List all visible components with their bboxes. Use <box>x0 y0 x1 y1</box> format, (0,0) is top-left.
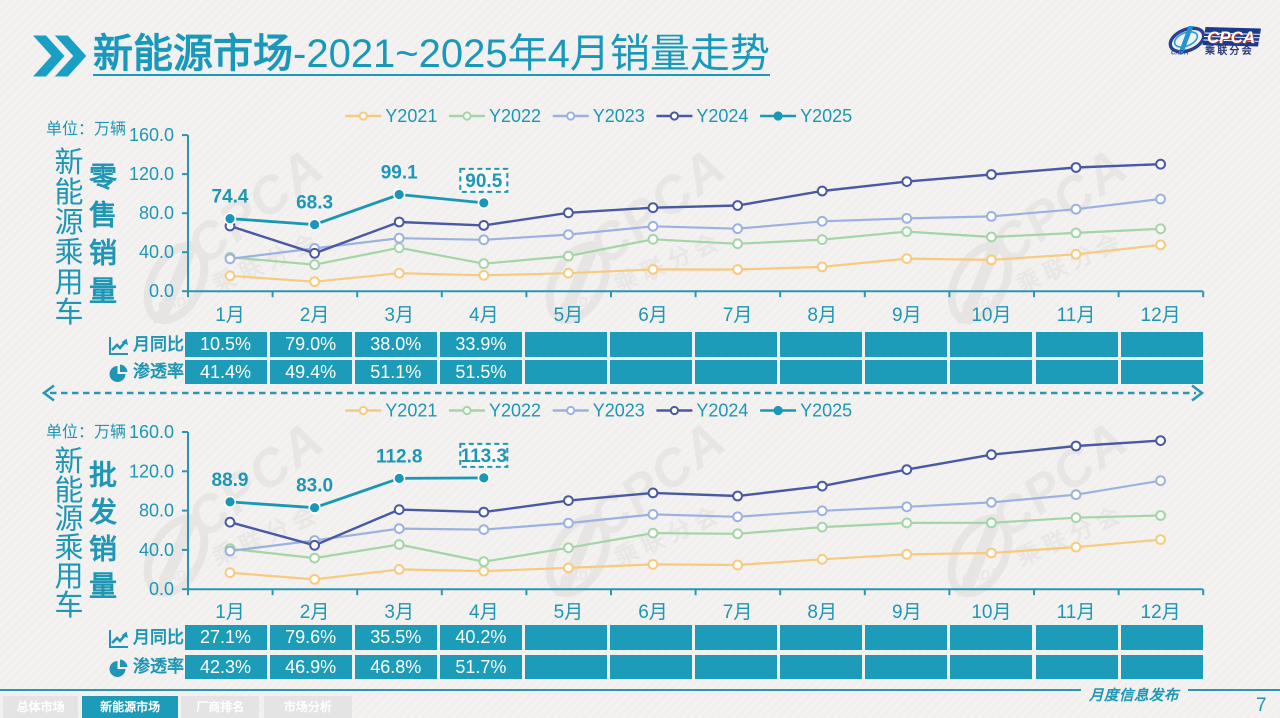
svg-text:批: 批 <box>89 460 117 491</box>
svg-text:车: 车 <box>54 296 83 329</box>
svg-text:10月: 10月 <box>971 305 1011 326</box>
svg-text:11月: 11月 <box>1057 305 1096 326</box>
svg-text:80.0: 80.0 <box>139 501 174 521</box>
svg-text:单位：万辆: 单位：万辆 <box>46 120 126 138</box>
svg-text:Y2023: Y2023 <box>593 401 645 421</box>
svg-text:单位：万辆: 单位：万辆 <box>46 423 126 441</box>
svg-text:8月: 8月 <box>807 305 837 326</box>
svg-text:5月: 5月 <box>554 602 584 623</box>
svg-text:Y2022: Y2022 <box>489 401 541 421</box>
svg-text:2月: 2月 <box>300 602 330 623</box>
svg-text:80.0: 80.0 <box>139 203 174 223</box>
svg-text:99.1: 99.1 <box>381 163 418 184</box>
svg-text:160.0: 160.0 <box>129 422 174 442</box>
svg-text:能: 能 <box>54 474 83 507</box>
svg-text:3月: 3月 <box>384 305 414 326</box>
svg-text:乘: 乘 <box>54 236 83 269</box>
svg-text:8月: 8月 <box>807 602 837 623</box>
svg-text:12月: 12月 <box>1141 305 1181 326</box>
svg-text:1月: 1月 <box>215 305 245 326</box>
svg-text:0.0: 0.0 <box>149 579 174 599</box>
svg-text:零: 零 <box>89 162 118 193</box>
svg-text:新: 新 <box>54 146 83 179</box>
svg-text:112.8: 112.8 <box>376 446 423 467</box>
svg-text:10月: 10月 <box>971 602 1011 623</box>
svg-text:量: 量 <box>89 570 117 601</box>
svg-text:88.9: 88.9 <box>212 470 249 491</box>
svg-text:Y2021: Y2021 <box>385 401 437 421</box>
svg-text:Y2025: Y2025 <box>800 106 852 126</box>
svg-text:9月: 9月 <box>892 305 922 326</box>
svg-text:用: 用 <box>54 561 83 593</box>
svg-text:5月: 5月 <box>554 305 584 326</box>
svg-text:6月: 6月 <box>638 305 668 326</box>
svg-text:4月: 4月 <box>469 602 499 623</box>
svg-text:销: 销 <box>89 533 117 564</box>
svg-text:乘: 乘 <box>54 531 83 564</box>
svg-text:发: 发 <box>88 496 117 528</box>
svg-text:120.0: 120.0 <box>129 461 174 481</box>
svg-text:源: 源 <box>54 206 83 239</box>
svg-text:68.3: 68.3 <box>296 193 333 214</box>
svg-text:4月: 4月 <box>469 305 499 326</box>
svg-text:CPCA: CPCA <box>1207 28 1255 47</box>
svg-text:Y2022: Y2022 <box>489 106 541 126</box>
svg-text:源: 源 <box>54 503 83 536</box>
svg-text:车: 车 <box>54 589 83 622</box>
svg-text:Y2023: Y2023 <box>593 106 645 126</box>
svg-text:Y2021: Y2021 <box>385 106 437 126</box>
svg-text:12月: 12月 <box>1141 602 1181 623</box>
svg-text:Y2024: Y2024 <box>696 401 748 421</box>
svg-text:Y2025: Y2025 <box>800 401 852 421</box>
svg-text:0.0: 0.0 <box>149 281 174 301</box>
svg-text:74.4: 74.4 <box>212 187 249 208</box>
svg-text:3月: 3月 <box>384 602 414 623</box>
svg-text:能: 能 <box>54 176 83 209</box>
svg-text:160.0: 160.0 <box>129 125 174 145</box>
svg-text:120.0: 120.0 <box>129 164 174 184</box>
svg-text:113.3: 113.3 <box>461 446 508 467</box>
svg-text:9月: 9月 <box>892 602 922 623</box>
svg-text:83.0: 83.0 <box>296 476 333 497</box>
svg-text:7月: 7月 <box>723 602 753 623</box>
svg-text:11月: 11月 <box>1057 602 1096 623</box>
svg-text:6月: 6月 <box>638 602 668 623</box>
svg-text:7月: 7月 <box>723 305 753 326</box>
svg-text:Y2024: Y2024 <box>696 106 748 126</box>
svg-text:售: 售 <box>89 200 117 231</box>
svg-text:1月: 1月 <box>215 602 245 623</box>
svg-text:2月: 2月 <box>300 305 330 326</box>
svg-text:90.5: 90.5 <box>465 171 502 192</box>
svg-text:量: 量 <box>89 276 117 307</box>
svg-text:40.0: 40.0 <box>139 540 174 560</box>
svg-text:CADA: CADA <box>1171 51 1188 57</box>
svg-text:销: 销 <box>89 238 117 269</box>
svg-text:40.0: 40.0 <box>139 242 174 262</box>
svg-text:乘联分会: 乘联分会 <box>1204 44 1254 57</box>
svg-text:新: 新 <box>54 445 83 478</box>
svg-text:用: 用 <box>54 267 83 299</box>
